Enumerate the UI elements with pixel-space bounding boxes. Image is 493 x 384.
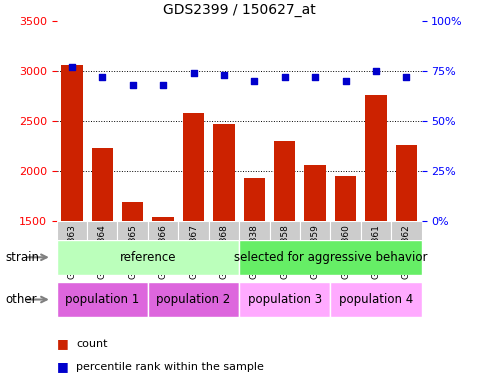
Text: GSM120864: GSM120864 (98, 224, 107, 279)
Bar (117, 221, 148, 248)
Text: ■: ■ (57, 337, 69, 350)
Bar (148, 282, 239, 317)
Point (220, 72, 228, 78)
Text: GSM120859: GSM120859 (311, 224, 319, 279)
Bar (239, 282, 330, 317)
Point (342, 78, 350, 84)
Point (372, 68, 380, 74)
Text: percentile rank within the sample: percentile rank within the sample (76, 362, 264, 372)
Text: GSM120860: GSM120860 (341, 224, 350, 279)
Bar (365, 95, 387, 371)
Bar (178, 221, 209, 248)
Point (98, 74, 106, 80)
Point (159, 82, 167, 88)
Bar (300, 221, 330, 248)
Text: population 1: population 1 (65, 293, 140, 306)
Bar (92, 148, 113, 371)
Bar (330, 221, 361, 248)
Bar (244, 178, 265, 371)
Bar (239, 221, 270, 248)
Text: population 2: population 2 (156, 293, 231, 306)
Bar (396, 145, 417, 371)
Bar (87, 221, 117, 248)
Bar (274, 141, 295, 371)
Text: population 3: population 3 (247, 293, 322, 306)
Bar (391, 221, 422, 248)
Bar (270, 221, 300, 248)
Bar (330, 282, 422, 317)
Text: strain: strain (5, 251, 39, 264)
Bar (209, 221, 239, 248)
Bar (183, 113, 204, 371)
Text: GSM120863: GSM120863 (68, 224, 76, 279)
Text: GSM120866: GSM120866 (159, 224, 168, 279)
Title: GDS2399 / 150627_at: GDS2399 / 150627_at (163, 3, 316, 17)
Bar (239, 240, 422, 275)
Bar (152, 217, 174, 371)
Bar (148, 221, 178, 248)
Bar (305, 166, 326, 371)
Point (281, 74, 288, 80)
Text: selected for aggressive behavior: selected for aggressive behavior (234, 251, 427, 264)
Point (311, 74, 319, 80)
Text: GSM120868: GSM120868 (219, 224, 228, 279)
Text: GSM120867: GSM120867 (189, 224, 198, 279)
Text: ■: ■ (57, 360, 69, 373)
Bar (57, 282, 148, 317)
Bar (57, 240, 239, 275)
Text: GSM120862: GSM120862 (402, 224, 411, 279)
Bar (57, 221, 87, 248)
Text: GSM120865: GSM120865 (128, 224, 137, 279)
Point (250, 78, 258, 84)
Point (129, 82, 137, 88)
Point (68, 64, 76, 70)
Bar (213, 124, 235, 371)
Text: GSM120861: GSM120861 (371, 224, 381, 279)
Bar (122, 202, 143, 371)
Bar (335, 176, 356, 371)
Bar (361, 221, 391, 248)
Point (402, 74, 410, 80)
Text: other: other (5, 293, 36, 306)
Text: GSM120858: GSM120858 (280, 224, 289, 279)
Bar (61, 65, 82, 371)
Point (189, 70, 197, 76)
Text: count: count (76, 339, 108, 349)
Text: population 4: population 4 (339, 293, 413, 306)
Text: GSM120838: GSM120838 (250, 224, 259, 279)
Text: reference: reference (120, 251, 176, 264)
